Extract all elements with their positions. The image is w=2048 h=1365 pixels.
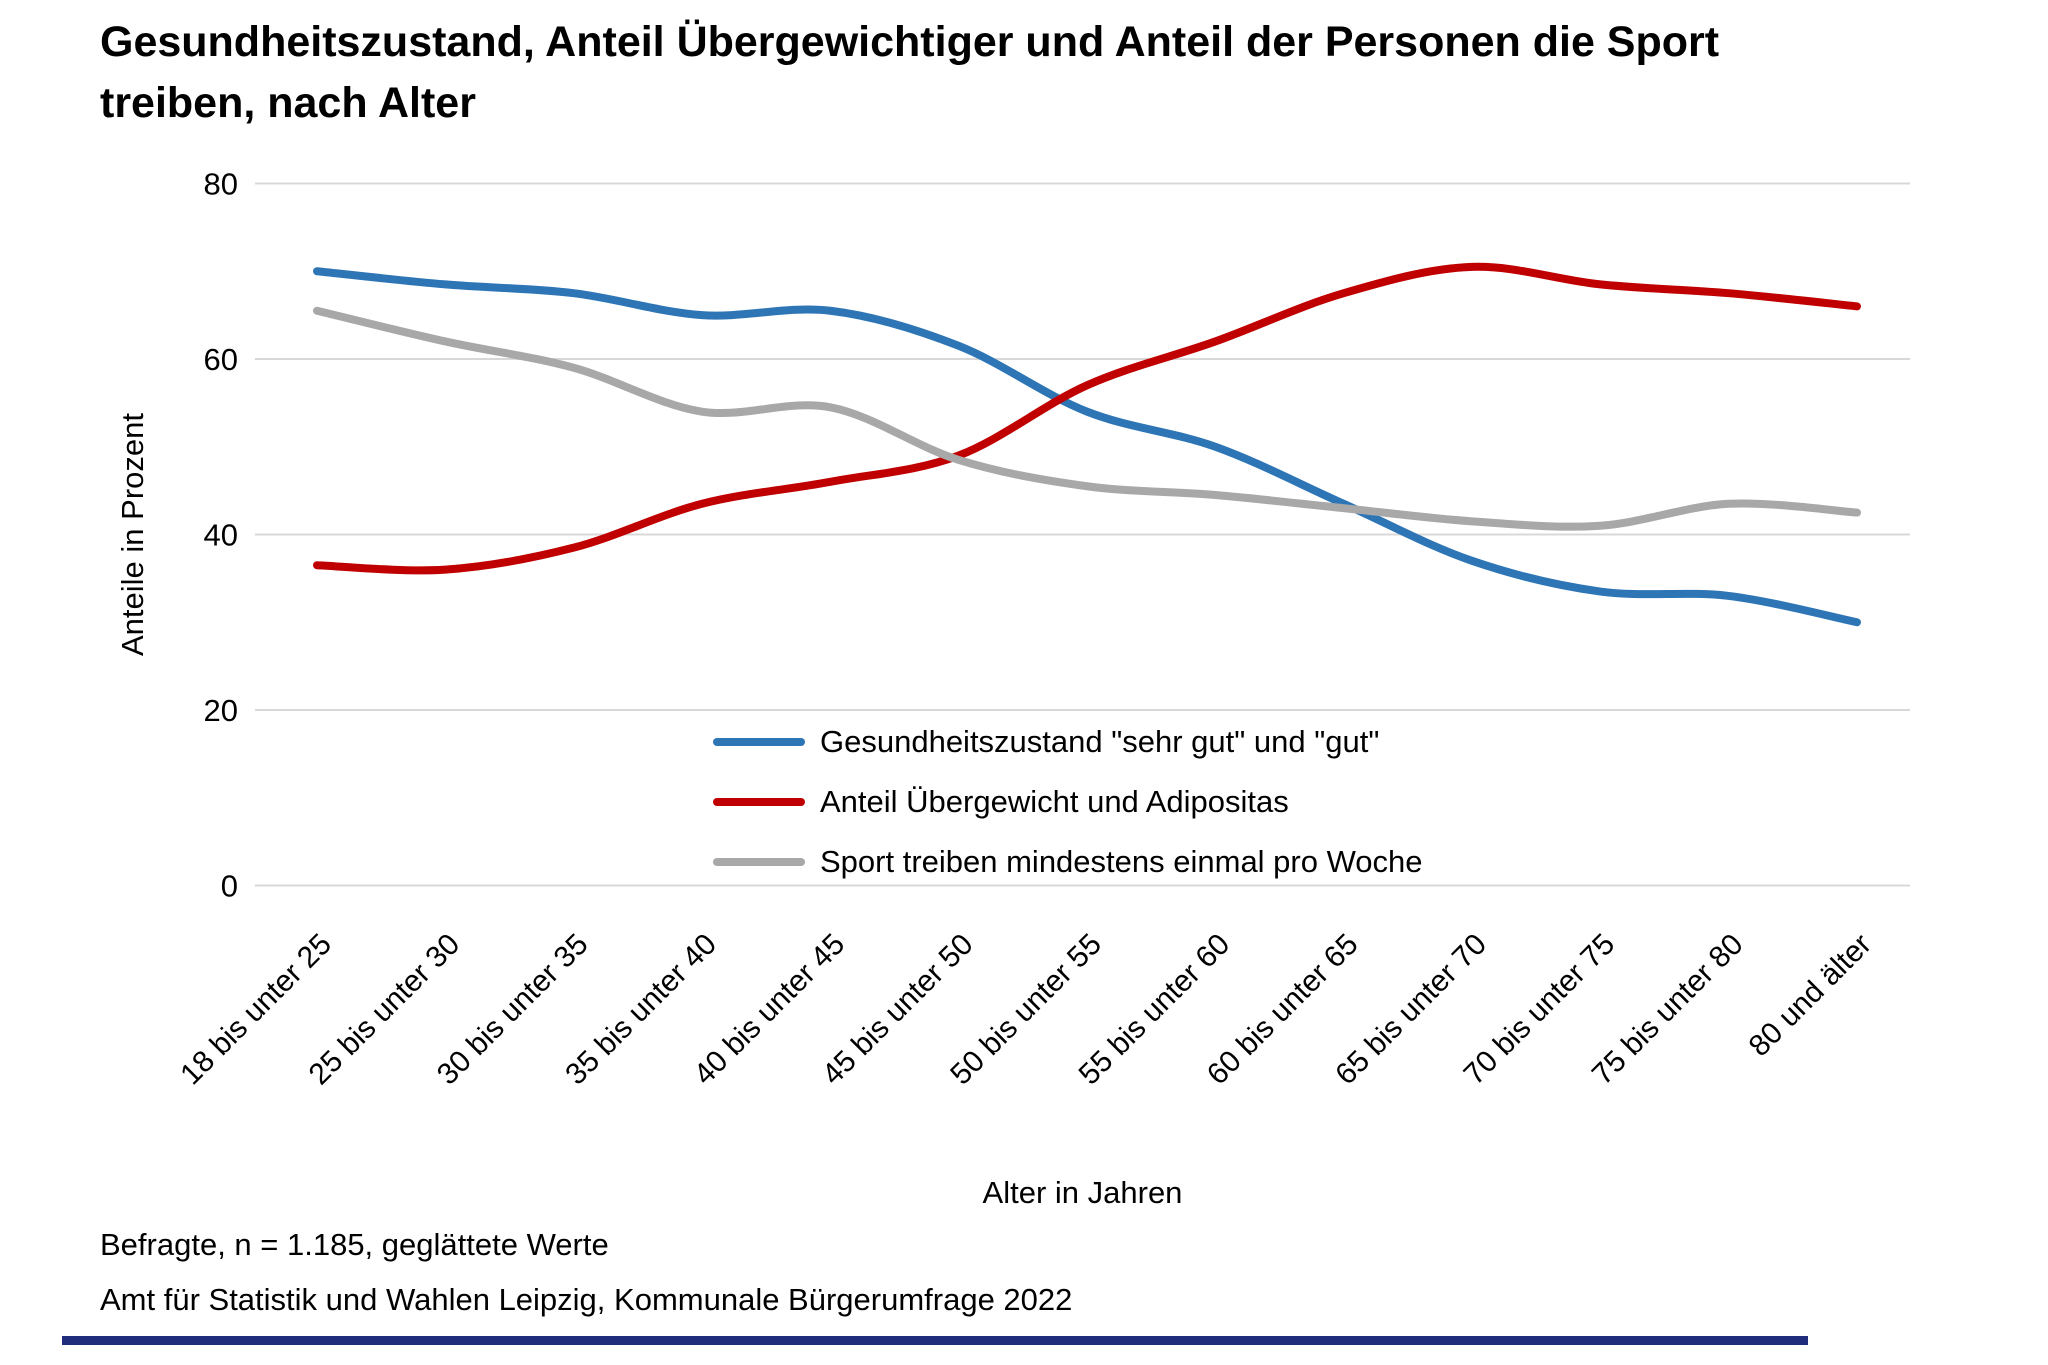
y-tick-label-0: 0 (221, 869, 238, 904)
legend-label-0: Gesundheitszustand "sehr gut" und "gut" (820, 724, 1380, 759)
series-line-0 (313, 267, 1861, 627)
chart-title-line2: treiben, nach Alter (100, 79, 476, 127)
series-line-1 (313, 262, 1861, 575)
legend-marker-2 (713, 858, 805, 866)
y-tick-label-40: 40 (204, 518, 238, 553)
legend-label-1: Anteil Übergewicht und Adipositas (820, 784, 1289, 819)
legend-label-2: Sport treiben mindestens einmal pro Woch… (820, 844, 1423, 879)
chart-title-line1: Gesundheitszustand, Anteil Übergewichtig… (100, 18, 1720, 66)
legend-item-2: Sport treiben mindestens einmal pro Woch… (713, 832, 1423, 892)
legend-item-0: Gesundheitszustand "sehr gut" und "gut" (713, 712, 1423, 772)
legend-item-1: Anteil Übergewicht und Adipositas (713, 772, 1423, 832)
chart-legend: Gesundheitszustand "sehr gut" und "gut" A… (713, 712, 1423, 892)
y-tick-label-80: 80 (204, 167, 238, 202)
legend-marker-1 (713, 798, 805, 806)
y-tick-label-60: 60 (204, 342, 238, 377)
x-axis-title: Alter in Jahren (983, 1175, 1183, 1210)
x-tick-label-12: 80 und älter (1743, 928, 1878, 1063)
y-tick-label-20: 20 (204, 693, 238, 728)
y-axis-title: Anteile in Prozent (115, 413, 150, 656)
series-line-2 (313, 306, 1861, 531)
footer-note-sample: Befragte, n = 1.185, geglättete Werte (100, 1227, 609, 1262)
chart-title: Gesundheitszustand, Anteil Übergewichtig… (100, 12, 1719, 134)
bottom-divider-rule (62, 1336, 1808, 1345)
footer-note-source: Amt für Statistik und Wahlen Leipzig, Ko… (100, 1282, 1073, 1317)
legend-marker-0 (713, 738, 805, 746)
